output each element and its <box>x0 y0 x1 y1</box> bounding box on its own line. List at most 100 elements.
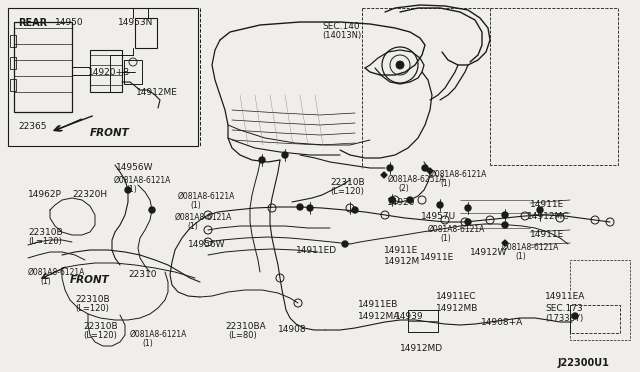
Text: 14908+A: 14908+A <box>481 318 524 327</box>
Bar <box>90 55 122 65</box>
Text: (1): (1) <box>187 222 198 231</box>
Bar <box>10 57 16 69</box>
Text: FRONT: FRONT <box>90 128 130 138</box>
Text: (L=80): (L=80) <box>228 331 257 340</box>
Text: (1): (1) <box>440 234 451 243</box>
Text: 14911EC: 14911EC <box>436 292 477 301</box>
Circle shape <box>125 187 131 193</box>
Circle shape <box>537 207 543 213</box>
Text: 14912MB: 14912MB <box>436 304 478 313</box>
Text: 14956W: 14956W <box>116 163 154 172</box>
Text: 22310BA: 22310BA <box>225 322 266 331</box>
Text: (1): (1) <box>40 277 51 286</box>
Text: 22320H: 22320H <box>72 190 107 199</box>
Text: (1): (1) <box>126 185 137 194</box>
Text: Ø081A8-6121A: Ø081A8-6121A <box>130 330 188 339</box>
Circle shape <box>387 165 393 171</box>
Text: Ø081A8-6121A: Ø081A8-6121A <box>178 192 236 201</box>
Text: 14912W: 14912W <box>470 248 508 257</box>
Text: Ø081A8-6121A: Ø081A8-6121A <box>502 243 559 252</box>
Bar <box>408 310 438 332</box>
Bar <box>570 305 620 333</box>
Text: 14911ED: 14911ED <box>296 246 337 255</box>
Polygon shape <box>381 172 387 178</box>
Circle shape <box>282 152 288 158</box>
Text: (L=120): (L=120) <box>28 237 62 246</box>
Text: (14013N): (14013N) <box>322 31 361 40</box>
Text: REAR: REAR <box>18 18 47 28</box>
Text: (L=120): (L=120) <box>83 331 117 340</box>
Circle shape <box>389 197 395 203</box>
Circle shape <box>396 61 404 69</box>
Text: 14962P: 14962P <box>28 190 62 199</box>
Circle shape <box>502 212 508 218</box>
Text: (2): (2) <box>398 184 409 193</box>
Text: 14912MD: 14912MD <box>400 344 443 353</box>
Text: 14911E: 14911E <box>420 253 454 262</box>
Circle shape <box>465 205 471 211</box>
Text: 14920+B: 14920+B <box>88 68 130 77</box>
Bar <box>8 8 198 146</box>
Circle shape <box>307 205 313 211</box>
Text: J22300U1: J22300U1 <box>558 358 610 368</box>
Polygon shape <box>502 240 508 246</box>
Bar <box>10 35 16 47</box>
Text: SEC.173: SEC.173 <box>545 304 583 313</box>
Circle shape <box>502 222 508 228</box>
Circle shape <box>422 165 428 171</box>
Text: 14912ME: 14912ME <box>136 88 178 97</box>
Text: 14911E: 14911E <box>530 200 564 209</box>
Text: 14956W: 14956W <box>188 240 225 249</box>
Text: Ø081A8-6121A: Ø081A8-6121A <box>175 213 232 222</box>
Circle shape <box>407 197 413 203</box>
Bar <box>14 22 72 112</box>
Text: 22310B: 22310B <box>28 228 63 237</box>
Text: 14920: 14920 <box>387 198 415 207</box>
Bar <box>90 50 122 92</box>
Text: 14911EB: 14911EB <box>358 300 398 309</box>
Bar <box>10 79 16 91</box>
Text: Ø081A8-6121A: Ø081A8-6121A <box>28 268 85 277</box>
Text: 14911E: 14911E <box>530 230 564 239</box>
Text: 14912M: 14912M <box>384 257 420 266</box>
Text: (L=120): (L=120) <box>330 187 364 196</box>
Text: 14908: 14908 <box>278 325 307 334</box>
Circle shape <box>437 202 443 208</box>
Circle shape <box>465 219 471 225</box>
Bar <box>90 75 122 85</box>
Text: SEC.140: SEC.140 <box>322 22 360 31</box>
Text: Ø081A8-6121A: Ø081A8-6121A <box>114 176 172 185</box>
Text: Ø081A8-6251A: Ø081A8-6251A <box>388 175 445 184</box>
Text: 14911EA: 14911EA <box>545 292 586 301</box>
Text: 14957U: 14957U <box>421 212 456 221</box>
Text: (1): (1) <box>142 339 153 348</box>
Circle shape <box>352 207 358 213</box>
Text: (1): (1) <box>190 201 201 210</box>
Circle shape <box>572 313 578 319</box>
Text: 22310B: 22310B <box>75 295 109 304</box>
Text: 14953N: 14953N <box>118 18 154 27</box>
Circle shape <box>259 157 265 163</box>
Text: Ø081A8-6121A: Ø081A8-6121A <box>430 170 488 179</box>
Text: Ø081A8-6121A: Ø081A8-6121A <box>428 225 485 234</box>
Text: FRONT: FRONT <box>70 275 109 285</box>
Text: 14950: 14950 <box>55 18 84 27</box>
Text: 22310B: 22310B <box>330 178 365 187</box>
Bar <box>124 60 142 84</box>
Circle shape <box>149 207 155 213</box>
Text: (L=120): (L=120) <box>75 304 109 313</box>
Polygon shape <box>427 168 433 174</box>
Text: 14912MA: 14912MA <box>358 312 401 321</box>
Text: 22365: 22365 <box>18 122 47 131</box>
Text: 22310: 22310 <box>128 270 157 279</box>
Circle shape <box>297 204 303 210</box>
Circle shape <box>342 241 348 247</box>
Text: 14939: 14939 <box>395 312 424 321</box>
Bar <box>135 18 157 48</box>
Text: (1): (1) <box>515 252 525 261</box>
Text: (17338Y): (17338Y) <box>545 314 583 323</box>
Text: 14911E: 14911E <box>384 246 419 255</box>
Text: 14912MC: 14912MC <box>527 212 570 221</box>
Text: 22310B: 22310B <box>83 322 118 331</box>
Text: (1): (1) <box>440 179 451 188</box>
